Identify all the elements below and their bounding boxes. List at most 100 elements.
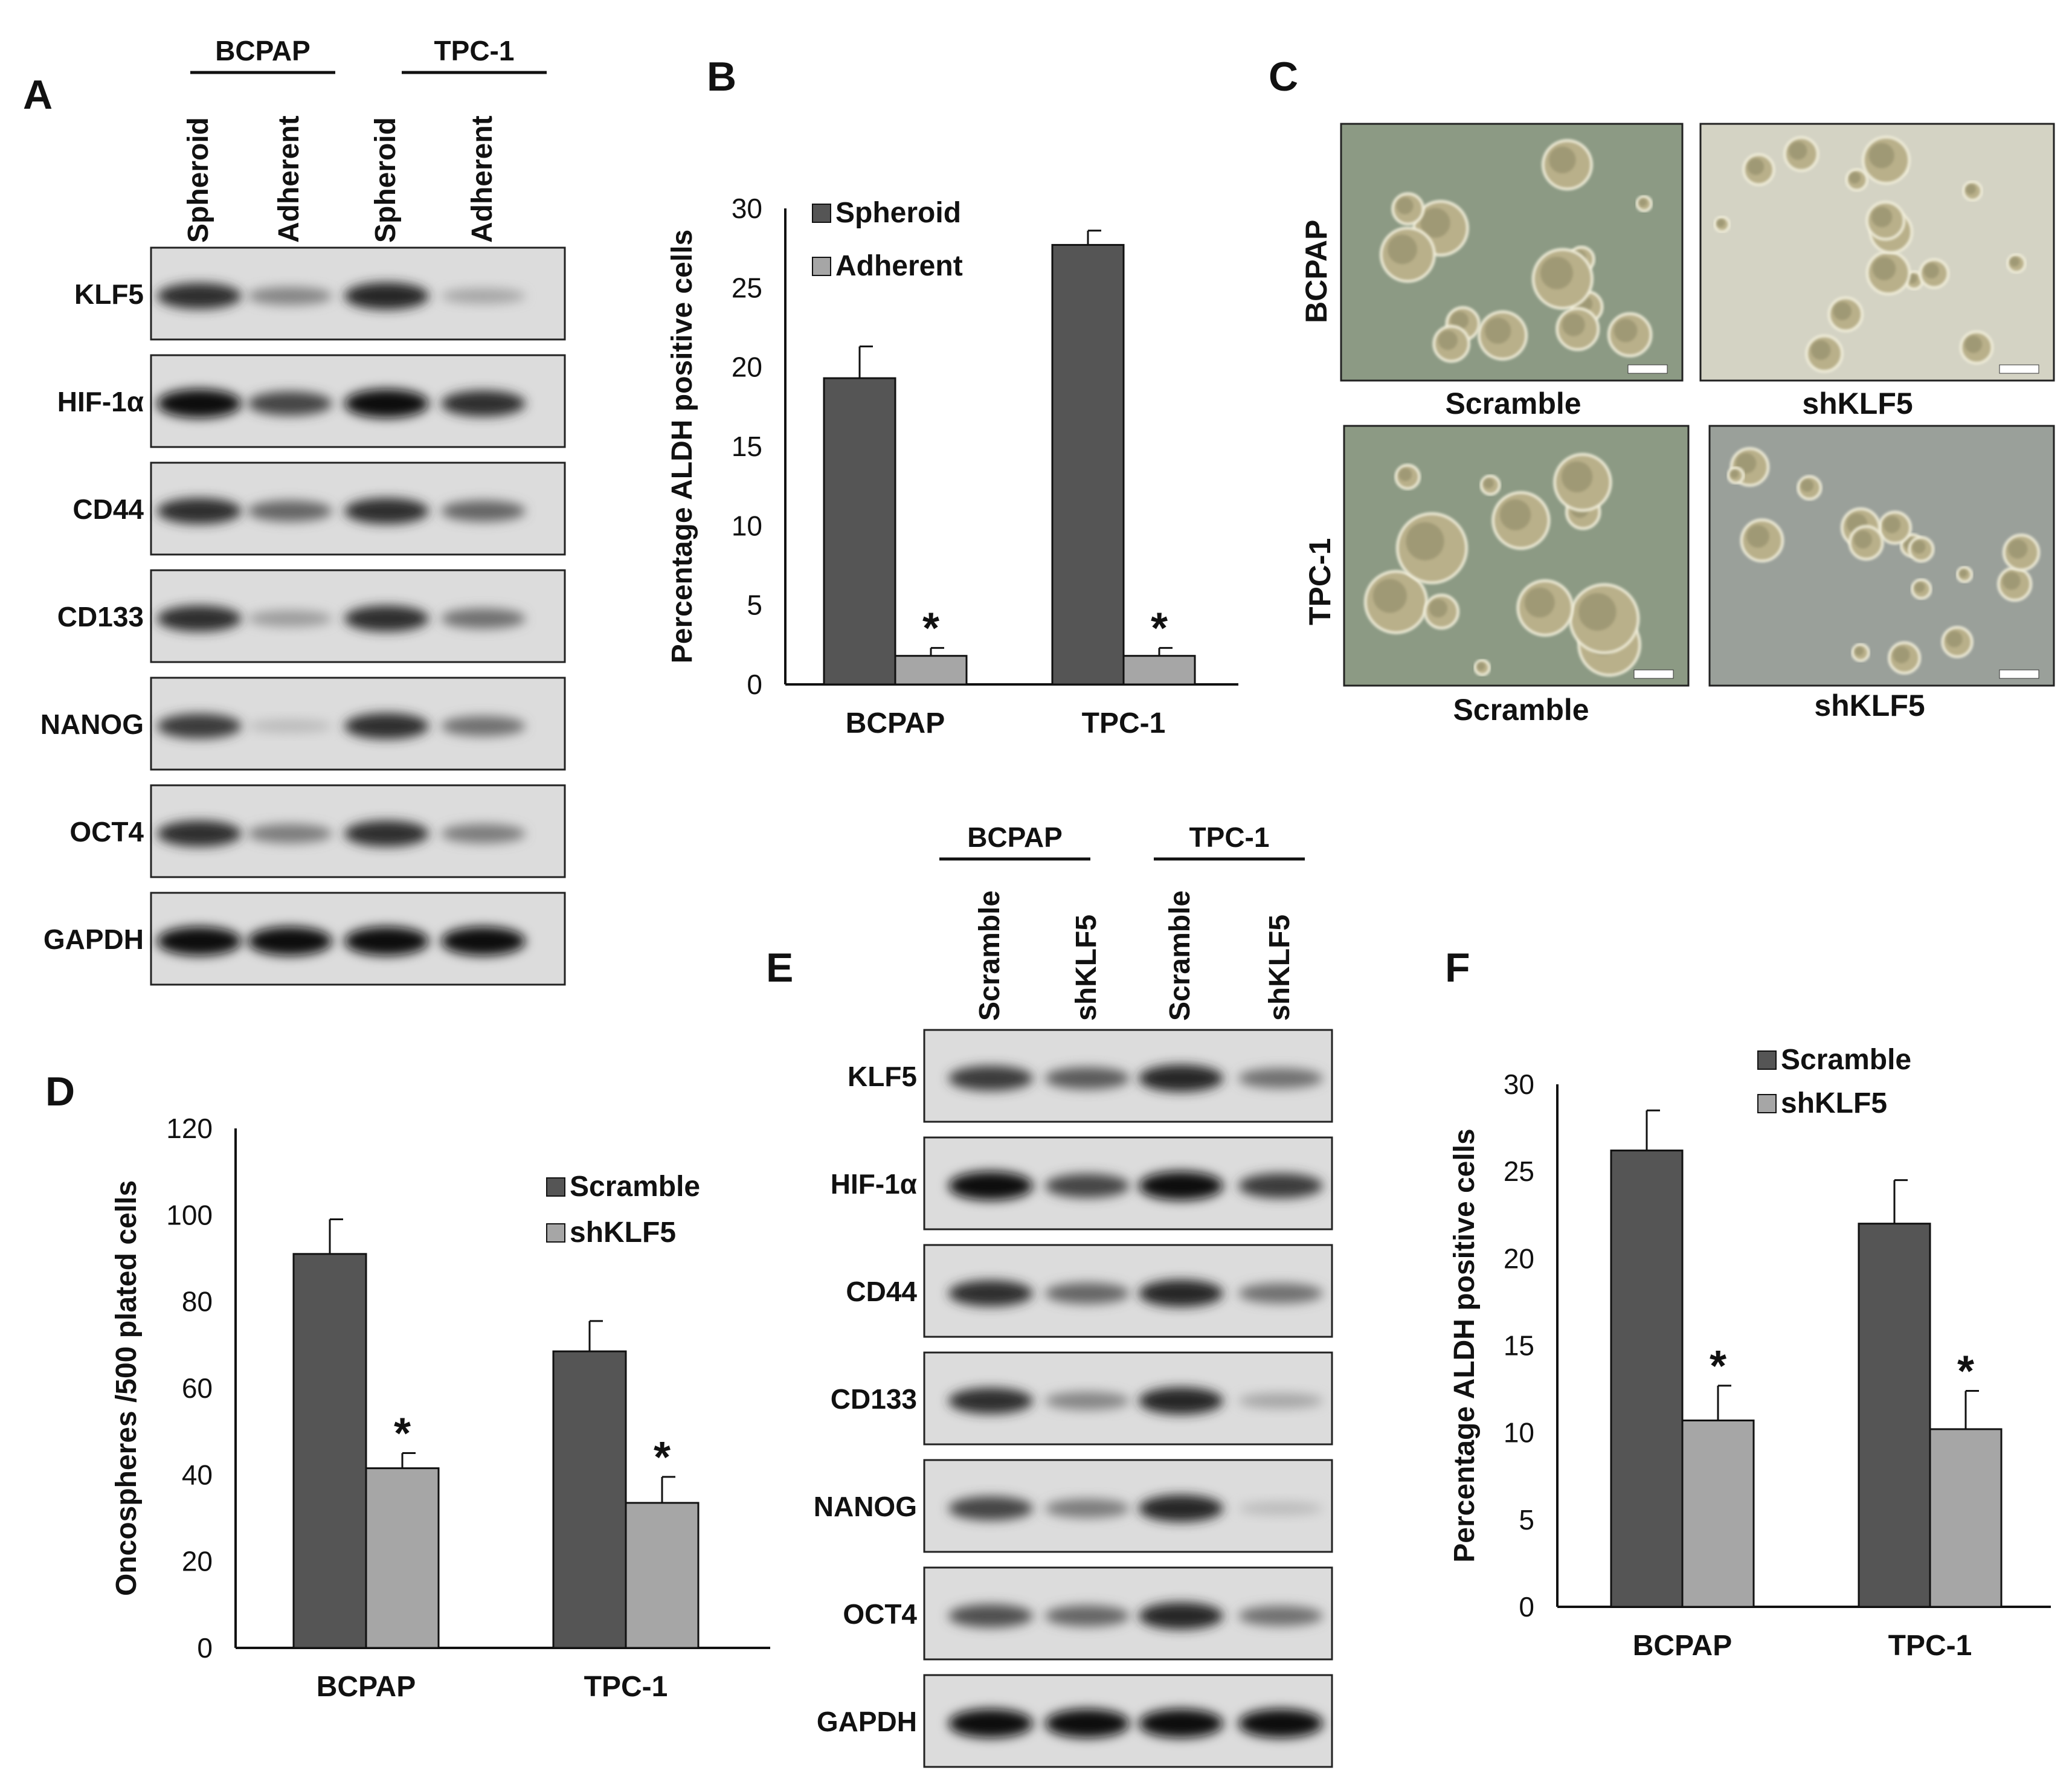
y-tick-label: 20 bbox=[1504, 1243, 1534, 1274]
blot-band bbox=[248, 719, 332, 733]
blot-label-cd133: CD133 bbox=[831, 1383, 917, 1415]
spheroid-core bbox=[1372, 579, 1407, 613]
y-axis-label: Percentage ALDH positive cells bbox=[1449, 1128, 1481, 1562]
y-tick-label: 25 bbox=[732, 272, 762, 303]
significance-marker: * bbox=[1710, 1342, 1726, 1391]
x-tick-label-tpc-1: TPC-1 bbox=[584, 1671, 668, 1703]
blot-band bbox=[157, 927, 242, 956]
bar-scramble-tpc-1 bbox=[1858, 1223, 1931, 1608]
bar-adherent-tpc-1 bbox=[1122, 655, 1196, 686]
y-tick-label: 40 bbox=[182, 1459, 213, 1490]
spheroid-core bbox=[1810, 340, 1831, 360]
spheroid-core bbox=[1965, 184, 1976, 195]
panel-letter-b: B bbox=[707, 54, 736, 100]
blot-label-oct4: OCT4 bbox=[843, 1598, 917, 1630]
spheroid-core bbox=[1914, 582, 1925, 593]
scale-bar bbox=[1999, 669, 2039, 679]
blot-band bbox=[441, 716, 526, 736]
spheroid-core bbox=[1485, 317, 1511, 344]
legend-label-shklf5: shKLF5 bbox=[1781, 1087, 1887, 1119]
blot-band bbox=[157, 283, 242, 309]
lane-label-scramble: Scramble bbox=[1164, 890, 1196, 1021]
bar-shklf5-bcpap bbox=[365, 1467, 440, 1649]
bar-shklf5-tpc-1 bbox=[625, 1502, 700, 1649]
panel-letter-c: C bbox=[1269, 54, 1298, 100]
bar-spheroid-bcpap bbox=[823, 377, 896, 686]
blot-band bbox=[1045, 1391, 1130, 1410]
blot-band bbox=[344, 605, 429, 632]
chart-f: 0 5 10 15 20 25 30 Percentage ALDH positive cel… bbox=[1449, 1044, 2051, 1662]
blot-band bbox=[344, 389, 429, 418]
blot-band bbox=[1238, 1068, 1323, 1089]
lane-label-adherent: Adherent bbox=[466, 115, 498, 243]
spheroid-core bbox=[1483, 478, 1494, 489]
blot-band bbox=[157, 820, 242, 847]
spheroid-core bbox=[1946, 631, 1963, 648]
y-tick-label: 0 bbox=[197, 1632, 213, 1664]
blot-band bbox=[157, 713, 242, 739]
blot-label-cd44: CD44 bbox=[72, 494, 144, 525]
row-label-bcpap: BCPAP bbox=[1299, 220, 1333, 323]
legend-label-shklf5: shKLF5 bbox=[570, 1217, 676, 1249]
y-tick-label: 60 bbox=[182, 1372, 213, 1404]
caption-shklf5-bcpap: shKLF5 bbox=[1802, 387, 1913, 420]
spheroid-core bbox=[1398, 468, 1412, 481]
spheroid-core bbox=[1638, 198, 1647, 207]
spheroid-core bbox=[1716, 219, 1725, 227]
spheroid-core bbox=[1871, 207, 1893, 228]
spheroid-core bbox=[1833, 301, 1852, 320]
y-tick-label: 0 bbox=[1519, 1591, 1534, 1623]
y-tick-label: 20 bbox=[732, 352, 762, 383]
panel-letter-e: E bbox=[766, 945, 793, 991]
blot-label-hif1: HIF-1α bbox=[831, 1168, 917, 1200]
y-tick-label: 0 bbox=[747, 669, 762, 700]
blot-band bbox=[1139, 1171, 1223, 1200]
spheroid-core bbox=[1883, 516, 1900, 533]
legend-swatch bbox=[546, 1177, 565, 1197]
y-axis-label: Oncospheres /500 plated cells bbox=[111, 1180, 143, 1596]
group-label-tpc-1: TPC-1 bbox=[434, 35, 515, 66]
spheroid-core bbox=[1872, 257, 1896, 280]
blot-label-nanog: NANOG bbox=[814, 1491, 917, 1522]
significance-marker: * bbox=[1151, 605, 1168, 653]
spheroid-core bbox=[1848, 172, 1861, 184]
y-tick-label: 15 bbox=[732, 431, 762, 462]
blot-band bbox=[1045, 1709, 1130, 1738]
bar-shklf5-tpc-1 bbox=[1929, 1428, 2003, 1608]
blot-band bbox=[441, 927, 526, 956]
spheroid-core bbox=[1923, 263, 1939, 279]
blot-label-klf5: KLF5 bbox=[74, 278, 144, 310]
blot-band bbox=[248, 927, 332, 956]
blot-band bbox=[1139, 1709, 1223, 1738]
panel-letter-d: D bbox=[45, 1069, 75, 1115]
blot-band bbox=[1238, 1606, 1323, 1626]
legend-swatch bbox=[812, 204, 831, 223]
y-tick-label: 30 bbox=[1504, 1069, 1534, 1100]
blot-band bbox=[1139, 1494, 1223, 1522]
spheroid-core bbox=[1964, 335, 1983, 353]
spheroid-core bbox=[1853, 530, 1872, 549]
caption-scramble-bcpap: Scramble bbox=[1445, 387, 1581, 420]
blot-band bbox=[344, 927, 429, 956]
blot-band bbox=[344, 498, 429, 524]
blot-band bbox=[1139, 1064, 1223, 1092]
lane-label-shklf5: shKLF5 bbox=[1070, 915, 1102, 1021]
blot-band bbox=[1238, 1393, 1323, 1409]
legend-swatch bbox=[812, 257, 831, 276]
spheroid-core bbox=[1388, 234, 1417, 265]
spheroid-core bbox=[1549, 146, 1576, 173]
spheroid-core bbox=[1893, 646, 1910, 663]
blot-band bbox=[1238, 1709, 1323, 1738]
chart-d: 0 20 40 60 80 100 120 Oncospheres /500 plated c… bbox=[111, 1113, 770, 1703]
lane-label-scramble: Scramble bbox=[974, 890, 1006, 1021]
blot-band bbox=[248, 286, 332, 306]
blot-band bbox=[157, 498, 242, 524]
spheroid-core bbox=[1420, 208, 1450, 238]
western-blot-a: BCPAP TPC-1 Spheroid Adherent Spheroid Adhere… bbox=[40, 35, 566, 986]
spheroid-core bbox=[1499, 499, 1531, 530]
blot-band bbox=[948, 1496, 1033, 1520]
blot-band bbox=[344, 282, 429, 310]
significance-marker: * bbox=[1957, 1347, 1974, 1395]
blot-label-hif1: HIF-1α bbox=[57, 386, 144, 417]
